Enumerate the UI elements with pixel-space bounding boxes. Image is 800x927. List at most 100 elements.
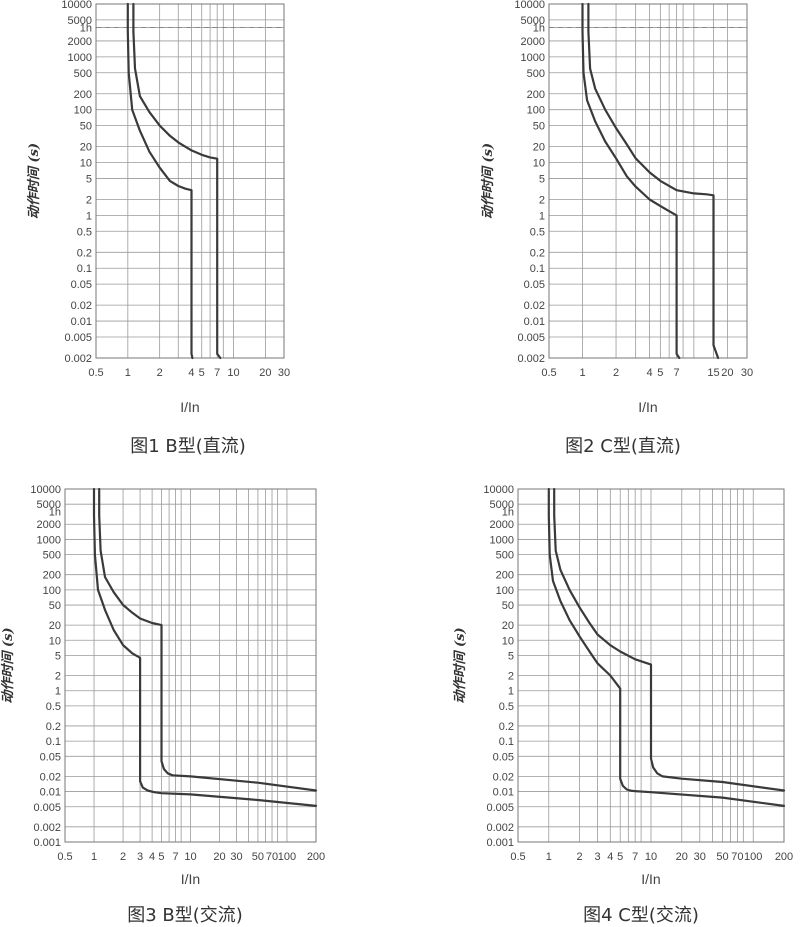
x-tick-label: 30	[741, 367, 753, 379]
series-line-lower-bound	[126, 2, 194, 360]
y-tick-label: 50	[49, 600, 61, 612]
x-tick-label: 15	[707, 367, 719, 379]
x-tick-label: 1	[546, 851, 552, 863]
y-tick-label: 0.002	[64, 353, 92, 365]
y-tick-label: 0.002	[517, 353, 545, 365]
x-tick-label: 20	[676, 851, 688, 863]
y-tick-label: 10	[49, 635, 61, 647]
y-tick-label: 100	[74, 105, 92, 117]
y-tick-label: 100	[496, 585, 514, 597]
y-tick-label: 0.5	[46, 701, 61, 713]
y-tick-label: 0.01	[524, 316, 545, 328]
y-tick-label: 500	[527, 68, 545, 80]
x-tick-label: 50	[252, 851, 264, 863]
y-tick-label: 10	[533, 158, 545, 170]
x-tick-label: 10	[645, 851, 657, 863]
y-tick-label: 5000	[37, 499, 61, 511]
x-tick-label: 200	[307, 851, 325, 863]
y-tick-label: 20	[533, 142, 545, 154]
y-tick-label: 5000	[490, 499, 514, 511]
x-tick-label: 4	[646, 367, 652, 379]
y-tick-label: 100	[43, 585, 61, 597]
x-tick-label: 7	[632, 851, 638, 863]
x-tick-label: 30	[694, 851, 706, 863]
y-tick-label: 1000	[521, 52, 545, 64]
y-axis-label: 动作时间 (s)	[26, 143, 42, 219]
y-axis-label: 动作时间 (s)	[480, 143, 496, 219]
y-tick-label: 50	[533, 121, 545, 133]
x-axis-label: I/In	[638, 399, 657, 415]
y-tick-label: 50	[80, 121, 92, 133]
y-tick-label: 0.1	[499, 736, 514, 748]
x-tick-label: 10	[184, 851, 196, 863]
x-axis-label: I/In	[641, 871, 660, 887]
x-tick-label: 0.5	[541, 367, 556, 379]
y-tick-label: 5	[539, 173, 545, 185]
y-tick-label: 5000	[68, 15, 92, 27]
y-tick-label: 10000	[483, 484, 514, 496]
x-tick-label: 1	[91, 851, 97, 863]
y-tick-label: 2000	[490, 519, 514, 531]
series-line-upper-bound	[132, 2, 222, 360]
y-tick-label: 2	[86, 194, 92, 206]
x-tick-label: 5	[158, 851, 164, 863]
x-tick-label: 30	[278, 367, 290, 379]
y-tick-label: 0.02	[524, 300, 545, 312]
y-tick-label: 0.01	[71, 316, 92, 328]
x-tick-label: 4	[607, 851, 613, 863]
x-tick-label: 0.5	[88, 367, 103, 379]
y-tick-label: 100	[527, 105, 545, 117]
x-tick-label: 5	[199, 367, 205, 379]
y-tick-label: 1000	[490, 534, 514, 546]
y-tick-label: 1h	[49, 506, 61, 518]
y-tick-label: 5000	[521, 15, 545, 27]
y-tick-label: 1	[86, 210, 92, 222]
y-tick-label: 2	[55, 671, 61, 683]
x-tick-label: 2	[120, 851, 126, 863]
y-tick-label: 1h	[502, 506, 514, 518]
series-line-lower-bound	[581, 2, 681, 360]
x-tick-label: 0.5	[510, 851, 525, 863]
y-tick-label: 0.5	[77, 226, 92, 238]
series-line-lower-bound	[92, 487, 318, 808]
series-line-lower-bound	[547, 487, 786, 808]
y-tick-label: 0.05	[493, 751, 514, 763]
x-tick-label: 7	[214, 367, 220, 379]
y-tick-label: 0.1	[530, 263, 545, 275]
x-tick-label: 7	[172, 851, 178, 863]
plot-frame	[64, 488, 317, 843]
y-tick-label: 0.005	[64, 332, 92, 344]
plot-frame	[548, 3, 748, 359]
y-tick-label: 10000	[30, 484, 61, 496]
plot-frame	[517, 488, 785, 843]
x-axis-label: I/In	[180, 399, 199, 415]
x-tick-label: 70	[731, 851, 743, 863]
y-tick-label: 0.005	[486, 802, 514, 814]
y-tick-label: 5	[55, 650, 61, 662]
x-tick-label: 1	[579, 367, 585, 379]
y-tick-label: 50	[502, 600, 514, 612]
y-tick-label: 10	[502, 635, 514, 647]
y-tick-label: 10000	[61, 0, 92, 11]
x-tick-label: 10	[227, 367, 239, 379]
x-tick-label: 4	[188, 367, 194, 379]
x-tick-label: 2	[613, 367, 619, 379]
x-tick-label: 50	[716, 851, 728, 863]
x-tick-label: 200	[775, 851, 793, 863]
y-tick-label: 0.001	[486, 837, 514, 849]
x-tick-label: 0.5	[57, 851, 72, 863]
y-tick-label: 0.2	[499, 721, 514, 733]
y-tick-label: 0.5	[530, 226, 545, 238]
y-tick-label: 200	[496, 570, 514, 582]
y-tick-label: 0.05	[40, 751, 61, 763]
x-tick-label: 2	[157, 367, 163, 379]
y-tick-label: 0.02	[493, 771, 514, 783]
y-tick-label: 500	[43, 550, 61, 562]
series-line-upper-bound	[587, 2, 720, 360]
x-tick-label: 100	[278, 851, 296, 863]
y-tick-label: 2000	[37, 519, 61, 531]
